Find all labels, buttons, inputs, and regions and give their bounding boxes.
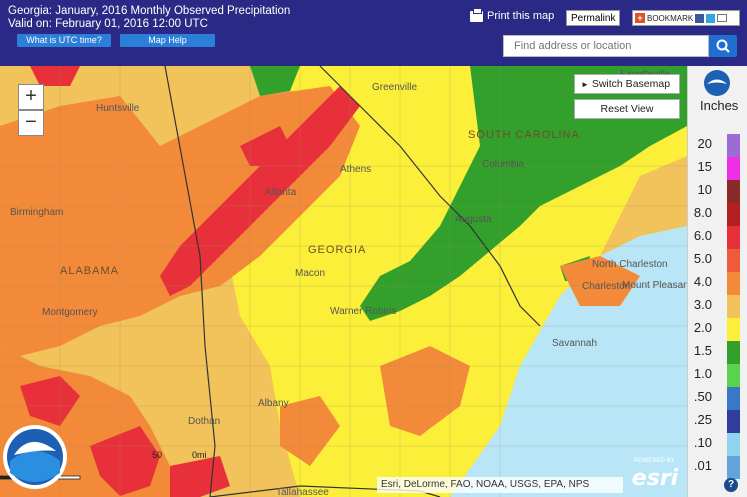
place-label: ALABAMA — [60, 265, 119, 277]
place-label: Montgomery — [42, 307, 98, 318]
scale-unit: 0mi — [192, 450, 207, 460]
place-label: Huntsville — [96, 103, 140, 114]
legend-swatch — [727, 456, 740, 479]
place-label: Birmingham — [10, 207, 64, 218]
search-input[interactable] — [503, 35, 709, 57]
legend-swatch — [727, 387, 740, 410]
precipitation-map[interactable]: FayettevilleHuntsvilleGreenvilleSOUTH CA… — [0, 66, 687, 497]
legend-swatch — [727, 295, 740, 318]
legend-label: .10 — [693, 435, 712, 450]
switch-basemap-label: Switch Basemap — [591, 78, 671, 90]
help-icon[interactable]: ? — [724, 478, 738, 492]
legend-swatch — [727, 134, 740, 157]
legend-swatch — [727, 249, 740, 272]
noaa-logo — [3, 425, 67, 489]
legend-swatch — [727, 226, 740, 249]
email-icon[interactable] — [717, 14, 728, 22]
place-label: Albany — [258, 398, 289, 409]
esri-logo: esri — [631, 466, 679, 491]
legend-label: .50 — [693, 389, 712, 404]
place-label: Macon — [295, 268, 326, 279]
legend-title: Inches — [700, 98, 739, 113]
place-label: Savannah — [552, 338, 598, 349]
legend-label: 10 — [697, 182, 712, 197]
legend-label: 20 — [697, 136, 712, 151]
map-title: Georgia: January, 2016 Monthly Observed … — [8, 5, 291, 17]
legend-label: 1.5 — [693, 343, 712, 358]
legend-label: 3.0 — [693, 297, 712, 312]
search-icon — [716, 39, 730, 53]
legend-label: 8.0 — [693, 205, 712, 220]
legend-label: 6.0 — [693, 228, 712, 243]
utc-help-button[interactable]: What is UTC time? — [17, 34, 111, 47]
twitter-icon[interactable] — [706, 13, 716, 23]
legend-swatch — [727, 157, 740, 180]
place-label: GEORGIA — [308, 244, 367, 256]
place-label: Charleston — [582, 281, 631, 292]
place-label: Augusta — [455, 214, 492, 225]
map-help-button[interactable]: Map Help — [120, 34, 215, 47]
legend-label: 4.0 — [693, 274, 712, 289]
legend-swatch — [727, 180, 740, 203]
place-label: Greenville — [372, 82, 418, 93]
place-label: SOUTH CAROLINA — [468, 129, 580, 141]
legend-label: 2.0 — [693, 320, 712, 335]
legend-label: 15 — [697, 159, 712, 174]
legend-label: 1.0 — [693, 366, 712, 381]
legend-swatch — [727, 433, 740, 456]
permalink-button[interactable]: Permalink — [566, 10, 621, 26]
place-label: Mount Pleasant — [622, 280, 687, 291]
printer-icon — [470, 7, 483, 22]
facebook-icon[interactable] — [695, 13, 705, 23]
reset-view-button[interactable]: Reset View — [574, 99, 680, 119]
legend-swatch — [727, 341, 740, 364]
print-map-link[interactable]: Print this map — [470, 7, 555, 22]
legend-swatch — [727, 364, 740, 387]
legend-swatch — [727, 272, 740, 295]
legend-swatch — [727, 203, 740, 226]
place-label: Warner Robins — [330, 306, 397, 317]
legend-swatch — [727, 318, 740, 341]
precip-raster — [0, 66, 687, 497]
legend-label: .01 — [693, 458, 712, 473]
scale-label: 50 — [152, 450, 163, 460]
valid-date: Valid on: February 01, 2016 12:00 UTC — [8, 18, 208, 30]
noaa-logo-small — [704, 70, 730, 96]
legend-label: 5.0 — [693, 251, 712, 266]
place-label: Atlanta — [265, 187, 297, 198]
bookmark-label: BOOKMARK — [647, 13, 694, 23]
place-label: Athens — [340, 164, 372, 175]
legend-label: .25 — [693, 412, 712, 427]
place-label: North Charleston — [592, 259, 668, 270]
place-label: Columbia — [482, 159, 525, 170]
esri-powered-label: POWERED BY — [634, 458, 675, 464]
zoom-in-button[interactable]: + — [18, 84, 44, 110]
header-bar: Georgia: January, 2016 Monthly Observed … — [0, 0, 747, 66]
place-label: Dothan — [188, 416, 221, 427]
triangle-right-icon: ► — [581, 80, 589, 89]
switch-basemap-button[interactable]: ► Switch Basemap — [574, 74, 680, 94]
search-button[interactable] — [709, 35, 737, 57]
bookmark-widget[interactable]: + BOOKMARK — [632, 10, 740, 26]
add-icon: + — [635, 13, 645, 23]
place-label: Tallahassee — [276, 487, 329, 497]
zoom-out-button[interactable]: − — [18, 110, 44, 136]
map-attribution: Esri, DeLorme, FAO, NOAA, USGS, EPA, NPS — [377, 477, 623, 493]
legend-swatch — [727, 410, 740, 433]
print-label: Print this map — [487, 10, 555, 22]
